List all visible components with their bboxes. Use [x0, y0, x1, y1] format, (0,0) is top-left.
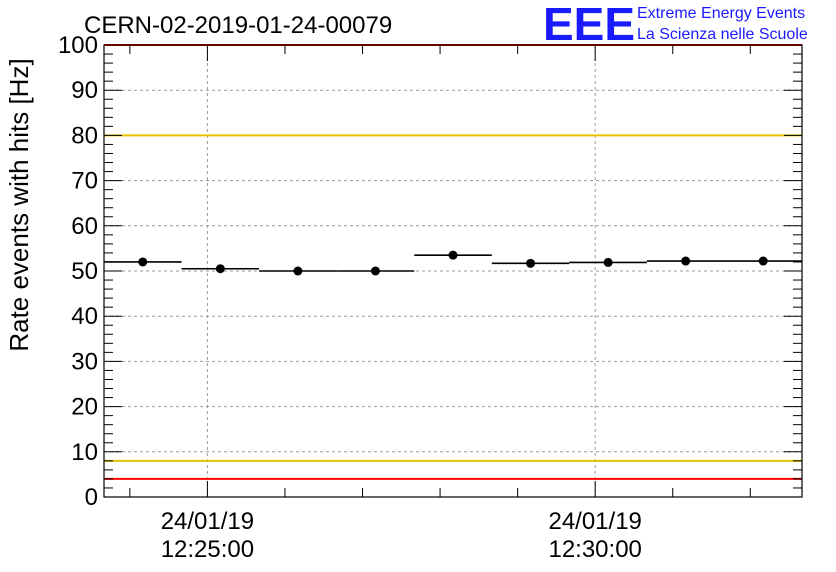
- y-tick-label: 40: [71, 303, 98, 330]
- reference-lines: [104, 44, 802, 480]
- data-point: [293, 266, 303, 276]
- y-tick-label: 20: [71, 394, 98, 421]
- y-tick-label: 30: [71, 348, 98, 375]
- data-point: [526, 258, 536, 268]
- data-point: [681, 256, 691, 266]
- x-tick-date-label: 24/01/19: [161, 508, 254, 535]
- axis-ticks: [104, 44, 802, 498]
- y-tick-label: 10: [71, 439, 98, 466]
- y-tick-label: 100: [58, 32, 98, 59]
- x-tick-date-label: 24/01/19: [548, 508, 641, 535]
- x-tick-time-label: 12:30:00: [548, 536, 641, 563]
- y-tick-label: 90: [71, 77, 98, 104]
- eee-logo: EEE: [543, 0, 635, 50]
- y-tick-label: 60: [71, 213, 98, 240]
- logo-line-1: Extreme Energy Events: [637, 5, 805, 22]
- y-tick-label: 70: [71, 168, 98, 195]
- y-tick-label: 50: [71, 258, 98, 285]
- data-point: [758, 256, 768, 266]
- data-point: [215, 264, 225, 274]
- data-point: [138, 257, 148, 267]
- data-point: [603, 257, 613, 267]
- grid-lines: [104, 45, 802, 497]
- run-id-title: CERN-02-2019-01-24-00079: [84, 12, 392, 39]
- y-tick-label: 0: [85, 484, 98, 511]
- tick-labels: 010203040506070809010024/01/1912:25:0024…: [58, 32, 642, 563]
- y-axis-label: Rate events with hits [Hz]: [4, 58, 34, 351]
- logo-line-2: La Scienza nelle Scuole: [637, 26, 808, 43]
- y-tick-label: 80: [71, 122, 98, 149]
- data-series: [104, 250, 802, 276]
- x-tick-time-label: 12:25:00: [161, 536, 254, 563]
- data-point: [448, 250, 458, 260]
- data-point: [370, 266, 380, 276]
